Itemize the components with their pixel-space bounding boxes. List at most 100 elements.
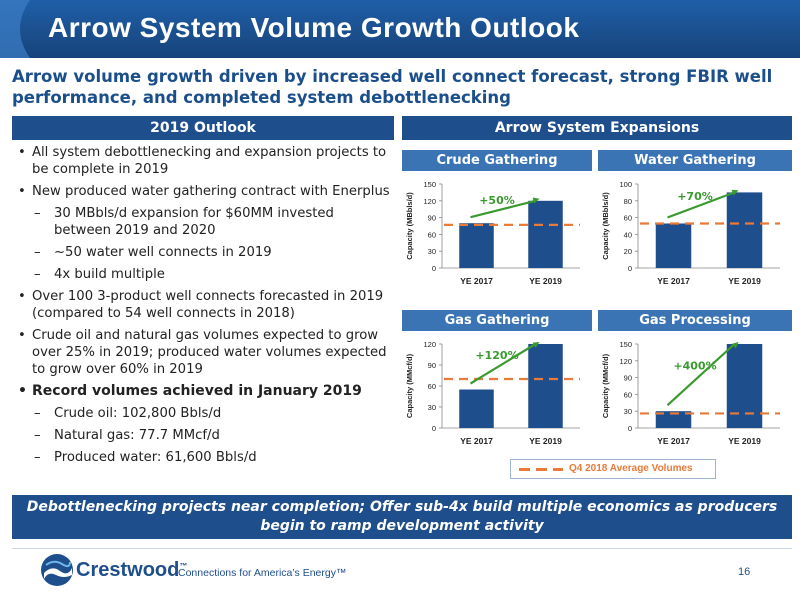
growth-arrow: [667, 191, 735, 219]
growth-arrowhead-icon: [731, 342, 739, 349]
y-tick-label: 60: [428, 230, 436, 239]
bullet-icon: •: [18, 145, 26, 160]
bullet-item: • Over 100 3-product well connects foreca…: [14, 288, 394, 322]
bullet-text: ~50 water well connects in 2019: [54, 245, 272, 260]
growth-label: +400%: [673, 360, 716, 373]
bar: [726, 192, 763, 268]
bullet-item: – Natural gas: 77.7 MMcf/d: [14, 427, 394, 444]
x-tick-label: YE 2017: [657, 276, 690, 286]
x-tick-label: YE 2019: [728, 276, 761, 286]
chart-legend: Q4 2018 Average Volumes: [510, 459, 716, 479]
y-tick-label: 150: [619, 340, 632, 349]
y-tick-label: 0: [432, 424, 436, 433]
y-tick-label: 0: [628, 264, 632, 273]
footer-divider: [12, 548, 792, 549]
growth-arrow: [469, 343, 537, 385]
dash-icon: –: [34, 267, 41, 282]
bullet-icon: •: [18, 328, 26, 343]
slide-subtitle: Arrow volume growth driven by increased …: [12, 67, 773, 107]
bullet-text: Natural gas: 77.7 MMcf/d: [54, 428, 220, 443]
y-tick-label: 60: [624, 214, 632, 223]
bar: [459, 389, 494, 428]
bullet-icon: •: [18, 383, 27, 399]
x-tick-label: YE 2019: [529, 436, 562, 446]
x-tick-label: YE 2019: [529, 276, 562, 286]
bullet-item: – ~50 water well connects in 2019: [14, 244, 394, 261]
chart-gas-gathering: Capacity (MMcf/d) 0 30 60 90 120 YE 2017 YE 201…: [402, 334, 592, 459]
y-tick-label: 30: [428, 247, 436, 256]
crestwood-wave-icon: [41, 554, 73, 586]
bar: [528, 200, 563, 268]
dash-icon: –: [34, 245, 41, 260]
dash-icon: –: [34, 206, 41, 221]
x-tick-label: YE 2017: [657, 436, 690, 446]
bullet-text: Crude oil and natural gas volumes expect…: [32, 328, 387, 377]
x-tick-label: YE 2019: [728, 436, 761, 446]
bar: [459, 223, 494, 268]
bar: [726, 344, 763, 428]
outlook-bullet-list: • All system debottlenecking and expansio…: [14, 144, 394, 471]
y-axis-label: Capacity (MMcf/d): [601, 353, 610, 418]
y-tick-label: 30: [428, 403, 436, 412]
x-tick-label: YE 2017: [460, 276, 493, 286]
growth-arrowhead-icon: [532, 342, 540, 348]
bullet-text: 4x build multiple: [54, 267, 165, 282]
growth-label: +120%: [475, 349, 518, 362]
y-tick-label: 90: [428, 214, 436, 223]
bullet-item: • Crude oil and natural gas volumes expec…: [14, 327, 394, 378]
company-tagline: Connections for America’s Energy™: [178, 567, 347, 579]
y-tick-label: 120: [619, 357, 632, 366]
y-tick-label: 30: [624, 407, 632, 416]
bullet-item: –30 MBbls/d expansion for $60MM invested…: [14, 205, 394, 239]
y-tick-label: 20: [624, 247, 632, 256]
page-number: 16: [738, 566, 751, 578]
growth-arrowhead-icon: [731, 189, 739, 196]
expansions-band: Arrow System Expansions: [402, 116, 792, 140]
y-axis-label: Capacity (MBbls/d): [601, 192, 610, 260]
chart-water-gathering: Capacity (MBbls/d) 0 20 40 60 80 100 YE 2017 YE …: [598, 174, 792, 299]
page-title: Arrow System Volume Growth Outlook: [48, 12, 580, 43]
y-tick-label: 120: [423, 197, 436, 206]
y-tick-label: 150: [423, 180, 436, 189]
bullet-item: • All system debottlenecking and expansio…: [14, 144, 394, 178]
bullet-item: –4x build multiple: [14, 266, 394, 283]
growth-arrow: [470, 199, 536, 219]
y-tick-label: 60: [428, 382, 436, 391]
bullet-item: – Produced water: 61,600 Bbls/d: [14, 449, 394, 466]
chart-gas-processing: Capacity (MMcf/d) 0 30 60 90 120 150 YE 2017 YE …: [598, 334, 792, 459]
y-tick-label: 60: [624, 390, 632, 399]
chart-title-gas-gathering: Gas Gathering: [402, 310, 592, 331]
y-tick-label: 90: [624, 374, 632, 383]
y-tick-label: 100: [619, 180, 632, 189]
x-tick-label: YE 2017: [460, 436, 493, 446]
bullet-icon: •: [18, 184, 26, 199]
chart-title-gas-processing: Gas Processing: [598, 310, 792, 331]
bullet-item: – Crude oil: 102,800 Bbls/d: [14, 405, 394, 422]
outlook-band: 2019 Outlook: [12, 116, 394, 140]
chart-title-crude: Crude Gathering: [402, 150, 592, 171]
conclusion-band: Debottlenecking projects near completion…: [12, 495, 792, 539]
y-axis-label: Capacity (MBbls/d): [405, 192, 414, 260]
bullet-text: All system debottlenecking and expansion…: [32, 145, 387, 177]
bullet-text: Produced water: 61,600 Bbls/d: [54, 450, 257, 465]
dash-icon: –: [34, 406, 41, 421]
bullet-text: 30 MBbls/d expansion for $60MM invested …: [54, 206, 334, 238]
y-axis-label: Capacity (MMcf/d): [405, 353, 414, 418]
company-logo: Crestwood™: [40, 553, 187, 589]
growth-label: +70%: [677, 190, 713, 203]
y-tick-label: 120: [423, 340, 436, 349]
chart-crude-gathering: Capacity (MBbls/d) 0 30 60 90 120 150 YE 2017 YE…: [402, 174, 592, 299]
bullet-text: Crude oil: 102,800 Bbls/d: [54, 406, 222, 421]
growth-arrow: [666, 343, 736, 407]
growth-label: +50%: [479, 194, 515, 207]
bar: [655, 411, 692, 428]
growth-arrowhead-icon: [532, 197, 540, 204]
chart-title-water: Water Gathering: [598, 150, 792, 171]
brand-swoosh-icon: [0, 0, 30, 58]
legend-label: Q4 2018 Average Volumes: [569, 463, 693, 474]
y-tick-label: 90: [428, 361, 436, 370]
logo-wordmark: Crestwood™: [76, 559, 188, 581]
bar: [528, 344, 563, 428]
bullet-icon: •: [18, 289, 26, 304]
y-tick-label: 40: [624, 230, 632, 239]
